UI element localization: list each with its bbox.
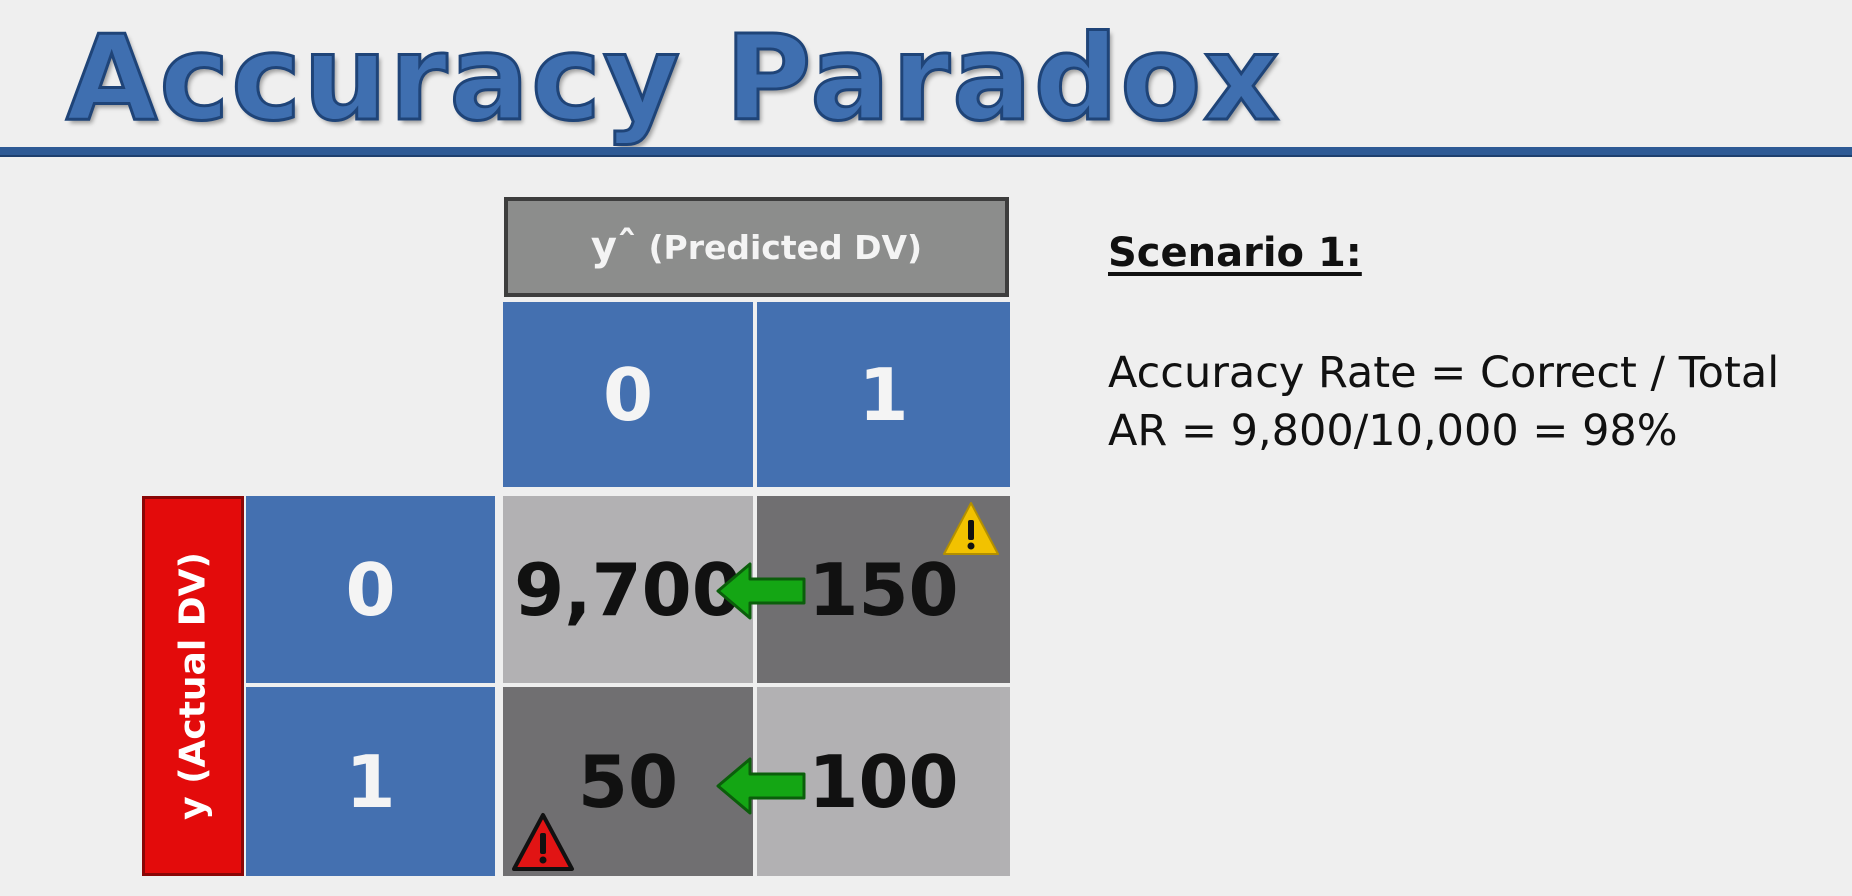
title-divider [0,147,1852,157]
bottom-caption [380,880,1680,896]
left-arrow-icon [716,562,806,620]
warning-icon [512,813,574,871]
warning-icon [943,502,999,555]
predicted-class-0: 0 [503,302,753,487]
actual-label: y (Actual DV) [172,552,214,820]
cell-true-positive: 100 [757,687,1010,876]
predicted-dv-header: yˆ (Predicted DV) [504,197,1009,297]
actual-dv-header: y (Actual DV) [142,496,244,876]
predicted-label: (Predicted DV) [648,227,923,267]
predicted-class-1: 1 [757,302,1010,487]
cell-true-negative: 9,700 [503,496,753,683]
scenario-title: Scenario 1: [1108,230,1362,276]
slide-title: Accuracy Paradox [64,9,1282,147]
left-arrow-icon [716,757,806,815]
actual-class-0: 0 [246,496,495,683]
accuracy-rate-formula: Accuracy Rate = Correct / Total [1108,348,1780,398]
actual-class-1: 1 [246,687,495,876]
accuracy-rate-result: AR = 9,800/10,000 = 98% [1108,406,1678,456]
predicted-symbol: yˆ [590,224,637,270]
